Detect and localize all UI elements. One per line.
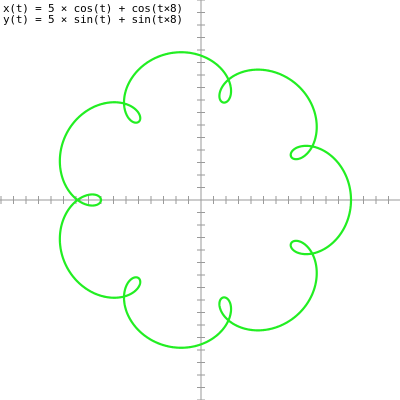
y-equation-label: y(t) = 5 × sin(t) + sin(t×8) — [3, 13, 183, 26]
parametric-curve — [58, 51, 353, 349]
x-equation-label: x(t) = 5 × cos(t) + cos(t×8) — [3, 2, 183, 15]
